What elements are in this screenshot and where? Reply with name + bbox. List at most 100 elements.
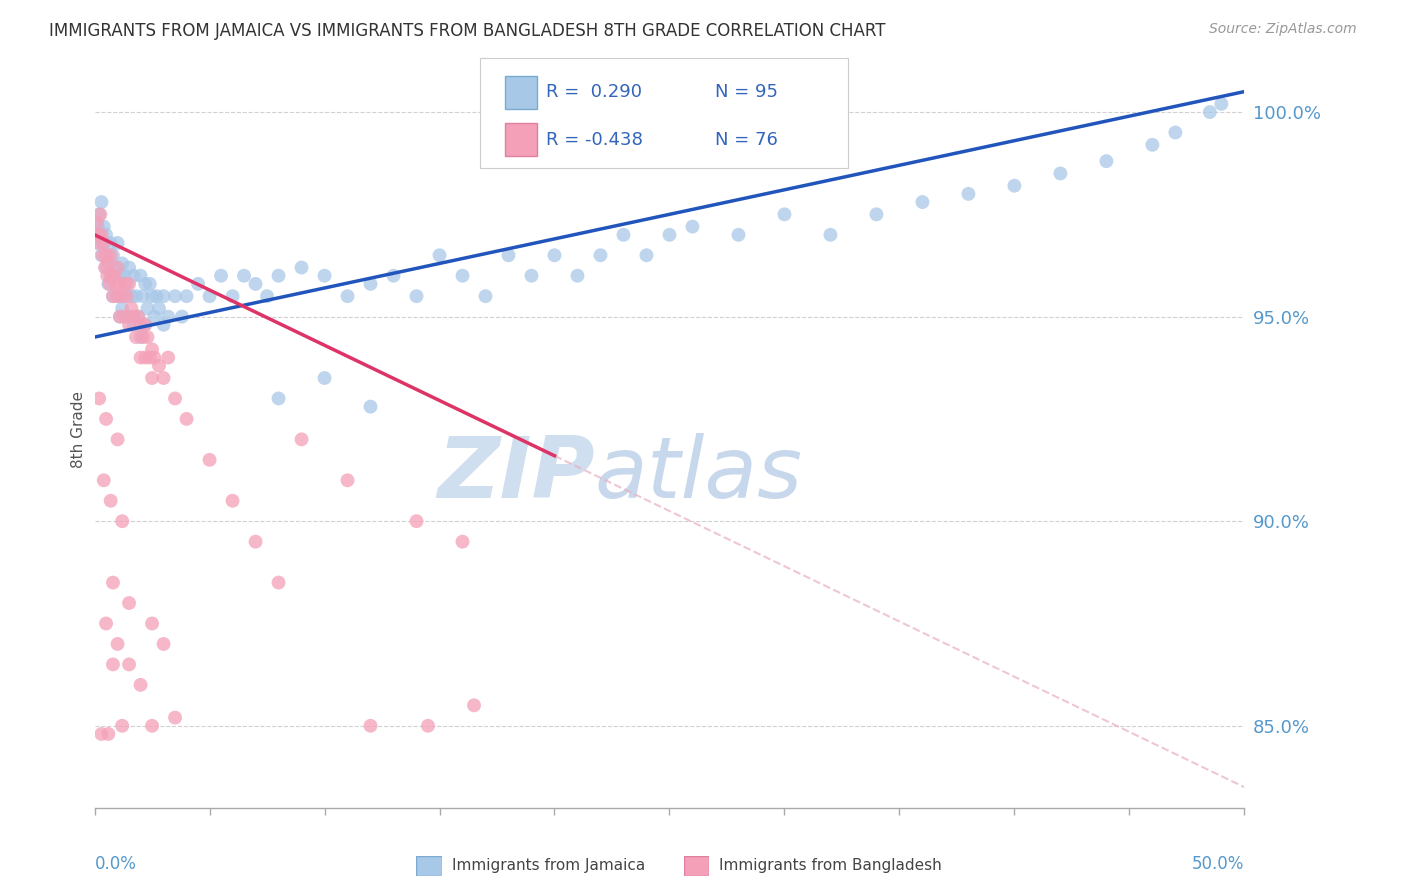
Point bbox=[152, 637, 174, 651]
Point bbox=[134, 277, 156, 291]
Point bbox=[143, 310, 166, 324]
Point bbox=[612, 227, 634, 242]
Point bbox=[115, 289, 138, 303]
Point bbox=[90, 195, 112, 210]
Point bbox=[314, 371, 336, 385]
Point bbox=[141, 616, 163, 631]
Point bbox=[165, 392, 187, 406]
Point bbox=[336, 473, 359, 487]
Point bbox=[104, 260, 127, 275]
Point bbox=[122, 310, 145, 324]
Point bbox=[1199, 105, 1222, 120]
Point bbox=[94, 260, 117, 275]
Point bbox=[108, 268, 131, 283]
Point bbox=[520, 268, 543, 283]
Point bbox=[91, 248, 114, 262]
Point bbox=[152, 318, 174, 332]
Point bbox=[157, 310, 180, 324]
Point bbox=[108, 310, 131, 324]
Point bbox=[170, 310, 193, 324]
Point bbox=[97, 248, 120, 262]
Point bbox=[111, 719, 134, 733]
Point bbox=[132, 289, 155, 303]
Point bbox=[209, 268, 232, 283]
Point bbox=[118, 657, 141, 672]
Point bbox=[94, 616, 117, 631]
Point bbox=[148, 301, 170, 316]
Point bbox=[198, 289, 221, 303]
Point bbox=[957, 186, 980, 201]
Text: N = 76: N = 76 bbox=[716, 130, 779, 149]
Point bbox=[118, 318, 141, 332]
Point bbox=[101, 575, 124, 590]
Point bbox=[820, 227, 842, 242]
Point bbox=[221, 493, 243, 508]
Point bbox=[267, 268, 290, 283]
Point bbox=[865, 207, 887, 221]
Point bbox=[165, 289, 187, 303]
Point bbox=[107, 235, 129, 250]
Point bbox=[115, 277, 138, 291]
Point bbox=[187, 277, 209, 291]
Point bbox=[773, 207, 796, 221]
Point bbox=[90, 248, 112, 262]
Text: Source: ZipAtlas.com: Source: ZipAtlas.com bbox=[1209, 22, 1357, 37]
Point bbox=[682, 219, 704, 234]
FancyBboxPatch shape bbox=[479, 58, 848, 168]
Point bbox=[93, 219, 115, 234]
Point bbox=[107, 260, 129, 275]
Point bbox=[165, 710, 187, 724]
Point bbox=[101, 248, 124, 262]
Point bbox=[152, 289, 174, 303]
Point bbox=[89, 227, 111, 242]
Point bbox=[152, 371, 174, 385]
Point bbox=[108, 310, 131, 324]
Point bbox=[139, 351, 162, 365]
Point bbox=[136, 330, 159, 344]
Point bbox=[101, 268, 124, 283]
Point bbox=[93, 473, 115, 487]
Point bbox=[94, 227, 117, 242]
Point bbox=[498, 248, 520, 262]
Point bbox=[118, 596, 141, 610]
Point bbox=[245, 534, 267, 549]
Point bbox=[314, 268, 336, 283]
Point bbox=[93, 235, 115, 250]
Y-axis label: 8th Grade: 8th Grade bbox=[72, 391, 86, 467]
Point bbox=[86, 215, 108, 229]
Text: ZIP: ZIP bbox=[437, 433, 595, 516]
Point bbox=[405, 289, 427, 303]
Point bbox=[290, 433, 312, 447]
Point bbox=[90, 727, 112, 741]
Point bbox=[94, 248, 117, 262]
Point bbox=[125, 289, 148, 303]
Point bbox=[101, 657, 124, 672]
Point bbox=[463, 698, 485, 713]
Point bbox=[134, 318, 156, 332]
Point bbox=[267, 392, 290, 406]
Point bbox=[100, 268, 122, 283]
Point bbox=[256, 289, 278, 303]
Point bbox=[107, 289, 129, 303]
Point bbox=[360, 719, 382, 733]
Point bbox=[416, 719, 439, 733]
Point bbox=[107, 289, 129, 303]
Point bbox=[97, 277, 120, 291]
Bar bbox=[505, 76, 537, 109]
Point bbox=[122, 268, 145, 283]
Point bbox=[114, 277, 136, 291]
Point bbox=[122, 318, 145, 332]
Point bbox=[118, 277, 141, 291]
Point bbox=[1142, 137, 1164, 152]
Point bbox=[567, 268, 589, 283]
Text: 50.0%: 50.0% bbox=[1192, 855, 1244, 872]
Point bbox=[111, 289, 134, 303]
Point bbox=[134, 318, 156, 332]
Point bbox=[1049, 166, 1071, 180]
Point bbox=[157, 351, 180, 365]
Point bbox=[1095, 154, 1118, 169]
Text: Immigrants from Bangladesh: Immigrants from Bangladesh bbox=[718, 858, 942, 873]
Point bbox=[97, 256, 120, 270]
Point bbox=[87, 227, 110, 242]
Point bbox=[145, 289, 167, 303]
